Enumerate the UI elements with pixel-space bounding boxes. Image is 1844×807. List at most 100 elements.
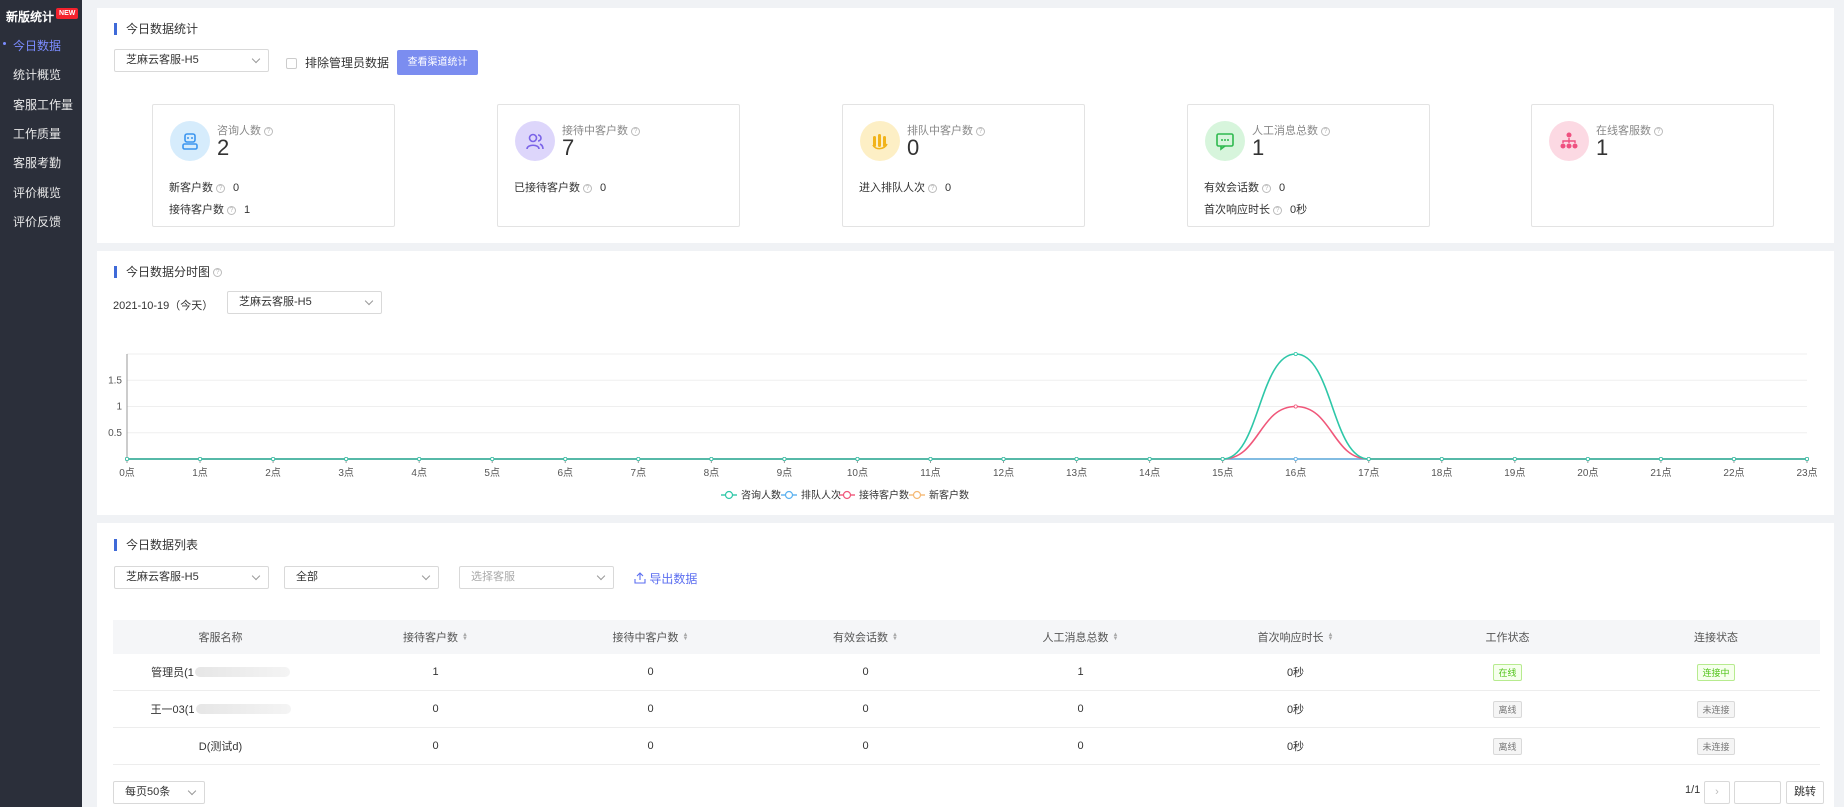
new-badge: NEW <box>56 8 79 19</box>
help-icon[interactable]: ? <box>1321 126 1330 136</box>
cell-value: 0 <box>862 703 869 715</box>
help-icon[interactable]: ? <box>216 183 225 193</box>
sidebar-item-workload[interactable]: 客服工作量 <box>13 98 74 112</box>
stat-sub-value: 1 <box>244 204 251 216</box>
help-icon[interactable]: ? <box>213 268 223 278</box>
export-data-label: 导出数据 <box>649 572 698 586</box>
data-point <box>563 456 568 461</box>
column-header[interactable]: 接待中客户数 ▲ ▼ <box>543 620 758 654</box>
data-point <box>198 456 203 461</box>
list-channel-select[interactable]: 芝麻云客服-H5 <box>114 566 269 589</box>
column-header[interactable]: 人工消息总数 ▲ ▼ <box>973 620 1188 654</box>
data-point <box>124 456 129 461</box>
stat-label-text: 在线客服数 <box>1596 125 1651 137</box>
chevron-down-icon <box>251 571 261 581</box>
cell-value: 管理员(1 <box>151 667 194 679</box>
x-tick-label: 8点 <box>704 467 720 479</box>
column-header-label: 连接状态 <box>1694 632 1738 644</box>
data-point <box>417 456 422 461</box>
chart-channel-select[interactable]: 芝麻云客服-H5 <box>227 291 382 314</box>
connection-status-badge: 连接中 <box>1697 663 1735 681</box>
sort-icon[interactable]: ▲ ▼ <box>682 632 689 642</box>
column-header: 连接状态 <box>1612 620 1820 654</box>
agent-select-placeholder: 选择客服 <box>471 571 515 583</box>
view-channel-stats-button[interactable]: 查看渠道统计 <box>397 50 478 75</box>
stat-sub-label: 进入排队人次 <box>859 182 925 194</box>
connection-status-badge: 未连接 <box>1697 737 1735 755</box>
next-page-button[interactable]: › <box>1704 781 1730 804</box>
agent-select[interactable]: 选择客服 <box>459 566 614 589</box>
y-tick-label: 1 <box>116 402 122 413</box>
page-size-select[interactable]: 每页50条 <box>113 781 205 804</box>
chevron-down-icon <box>187 786 197 796</box>
status-select[interactable]: 全部 <box>284 566 439 589</box>
stat-label-text: 排队中客户数 <box>907 125 973 137</box>
table-cell: 在线 <box>1403 654 1612 690</box>
sidebar-item-rating-feedback[interactable]: 评价反馈 <box>13 215 62 229</box>
help-icon[interactable]: ? <box>976 126 985 136</box>
x-tick-label: 12点 <box>993 467 1014 479</box>
sort-icon[interactable]: ▲ ▼ <box>462 632 468 642</box>
column-header-label: 首次响应时长 <box>1257 632 1324 644</box>
cell-value: 王一03(1 <box>150 704 195 716</box>
data-point <box>1074 456 1079 461</box>
x-tick-label: 18点 <box>1431 467 1452 479</box>
page-jump-input[interactable] <box>1734 781 1781 804</box>
x-tick-label: 20点 <box>1577 467 1598 479</box>
cell-value: 0 <box>647 740 654 752</box>
exclude-admin-checkbox[interactable]: 排除管理员数据 <box>286 54 389 71</box>
data-point <box>1293 352 1298 357</box>
help-icon[interactable]: ? <box>631 126 640 136</box>
sidebar-item-quality[interactable]: 工作质量 <box>13 127 62 141</box>
help-icon[interactable]: ? <box>227 205 236 215</box>
checkbox-box[interactable] <box>286 58 297 70</box>
data-point <box>855 456 860 461</box>
jump-button[interactable]: 跳转 <box>1786 781 1824 804</box>
help-icon[interactable]: ? <box>1262 183 1271 193</box>
column-header[interactable]: 接待客户数 ▲ ▼ <box>328 620 543 654</box>
stat-label: 在线客服数? <box>1596 122 1663 138</box>
cell-value: 0 <box>432 740 439 752</box>
stat-sub-item: 接待客户数? 1 <box>169 201 250 217</box>
table-cell: 0 <box>543 691 758 727</box>
table-row: 王一03(1 0 0 0 0 0秒 离线 未连接 <box>113 691 1820 728</box>
x-tick-label: 0点 <box>119 467 135 479</box>
column-header-label: 人工消息总数 <box>1042 632 1109 644</box>
export-data-link[interactable]: 导出数据 <box>634 570 697 587</box>
x-tick-label: 17点 <box>1358 467 1379 479</box>
sidebar-item-rating-overview[interactable]: 评价概览 <box>13 186 62 200</box>
active-dot-icon <box>3 42 6 45</box>
stat-label: 接待中客户数? <box>562 122 640 138</box>
stat-label-text: 咨询人数 <box>217 125 261 137</box>
table-row: 管理员(1 1 0 0 1 0秒 在线 连接中 <box>113 654 1820 691</box>
data-point <box>344 456 349 461</box>
work-status-badge: 离线 <box>1493 700 1522 718</box>
channel-select[interactable]: 芝麻云客服-H5 <box>114 49 269 72</box>
sort-icon[interactable]: ▲ ▼ <box>892 632 898 642</box>
x-tick-label: 1点 <box>192 467 208 479</box>
help-icon[interactable]: ? <box>583 183 592 193</box>
help-icon[interactable]: ? <box>264 126 273 136</box>
column-header[interactable]: 首次响应时长 ▲ ▼ <box>1188 620 1403 654</box>
sidebar-item-attendance[interactable]: 客服考勤 <box>13 156 62 170</box>
column-header[interactable]: 有效会话数 ▲ ▼ <box>758 620 973 654</box>
hourly-chart-panel: 今日数据分时图? 2021-10-19（今天） 芝麻云客服-H5 0.5 1 1.5… <box>97 251 1834 515</box>
column-header: 客服名称 <box>113 620 328 654</box>
y-tick-label: 0.5 <box>108 428 122 439</box>
stat-sub-item: 新客户数? 0 <box>169 179 239 195</box>
data-point <box>490 456 495 461</box>
sidebar-item-overview[interactable]: 统计概览 <box>13 68 62 82</box>
sort-icon[interactable]: ▲ ▼ <box>1327 632 1334 642</box>
help-icon[interactable]: ? <box>928 183 937 193</box>
stat-sub-item: 进入排队人次? 0 <box>859 179 951 195</box>
cell-value: 0 <box>432 703 439 715</box>
page-info: 1/1 <box>1685 784 1701 796</box>
legend-marker <box>912 490 922 500</box>
help-icon[interactable]: ? <box>1654 126 1663 136</box>
stat-value: 7 <box>562 135 575 160</box>
sort-icon[interactable]: ▲ ▼ <box>1112 632 1119 642</box>
data-list-title: 今日数据列表 <box>114 539 198 551</box>
column-header: 工作状态 <box>1403 620 1612 654</box>
help-icon[interactable]: ? <box>1273 205 1282 215</box>
sidebar-item-today[interactable]: 今日数据 <box>13 39 62 53</box>
